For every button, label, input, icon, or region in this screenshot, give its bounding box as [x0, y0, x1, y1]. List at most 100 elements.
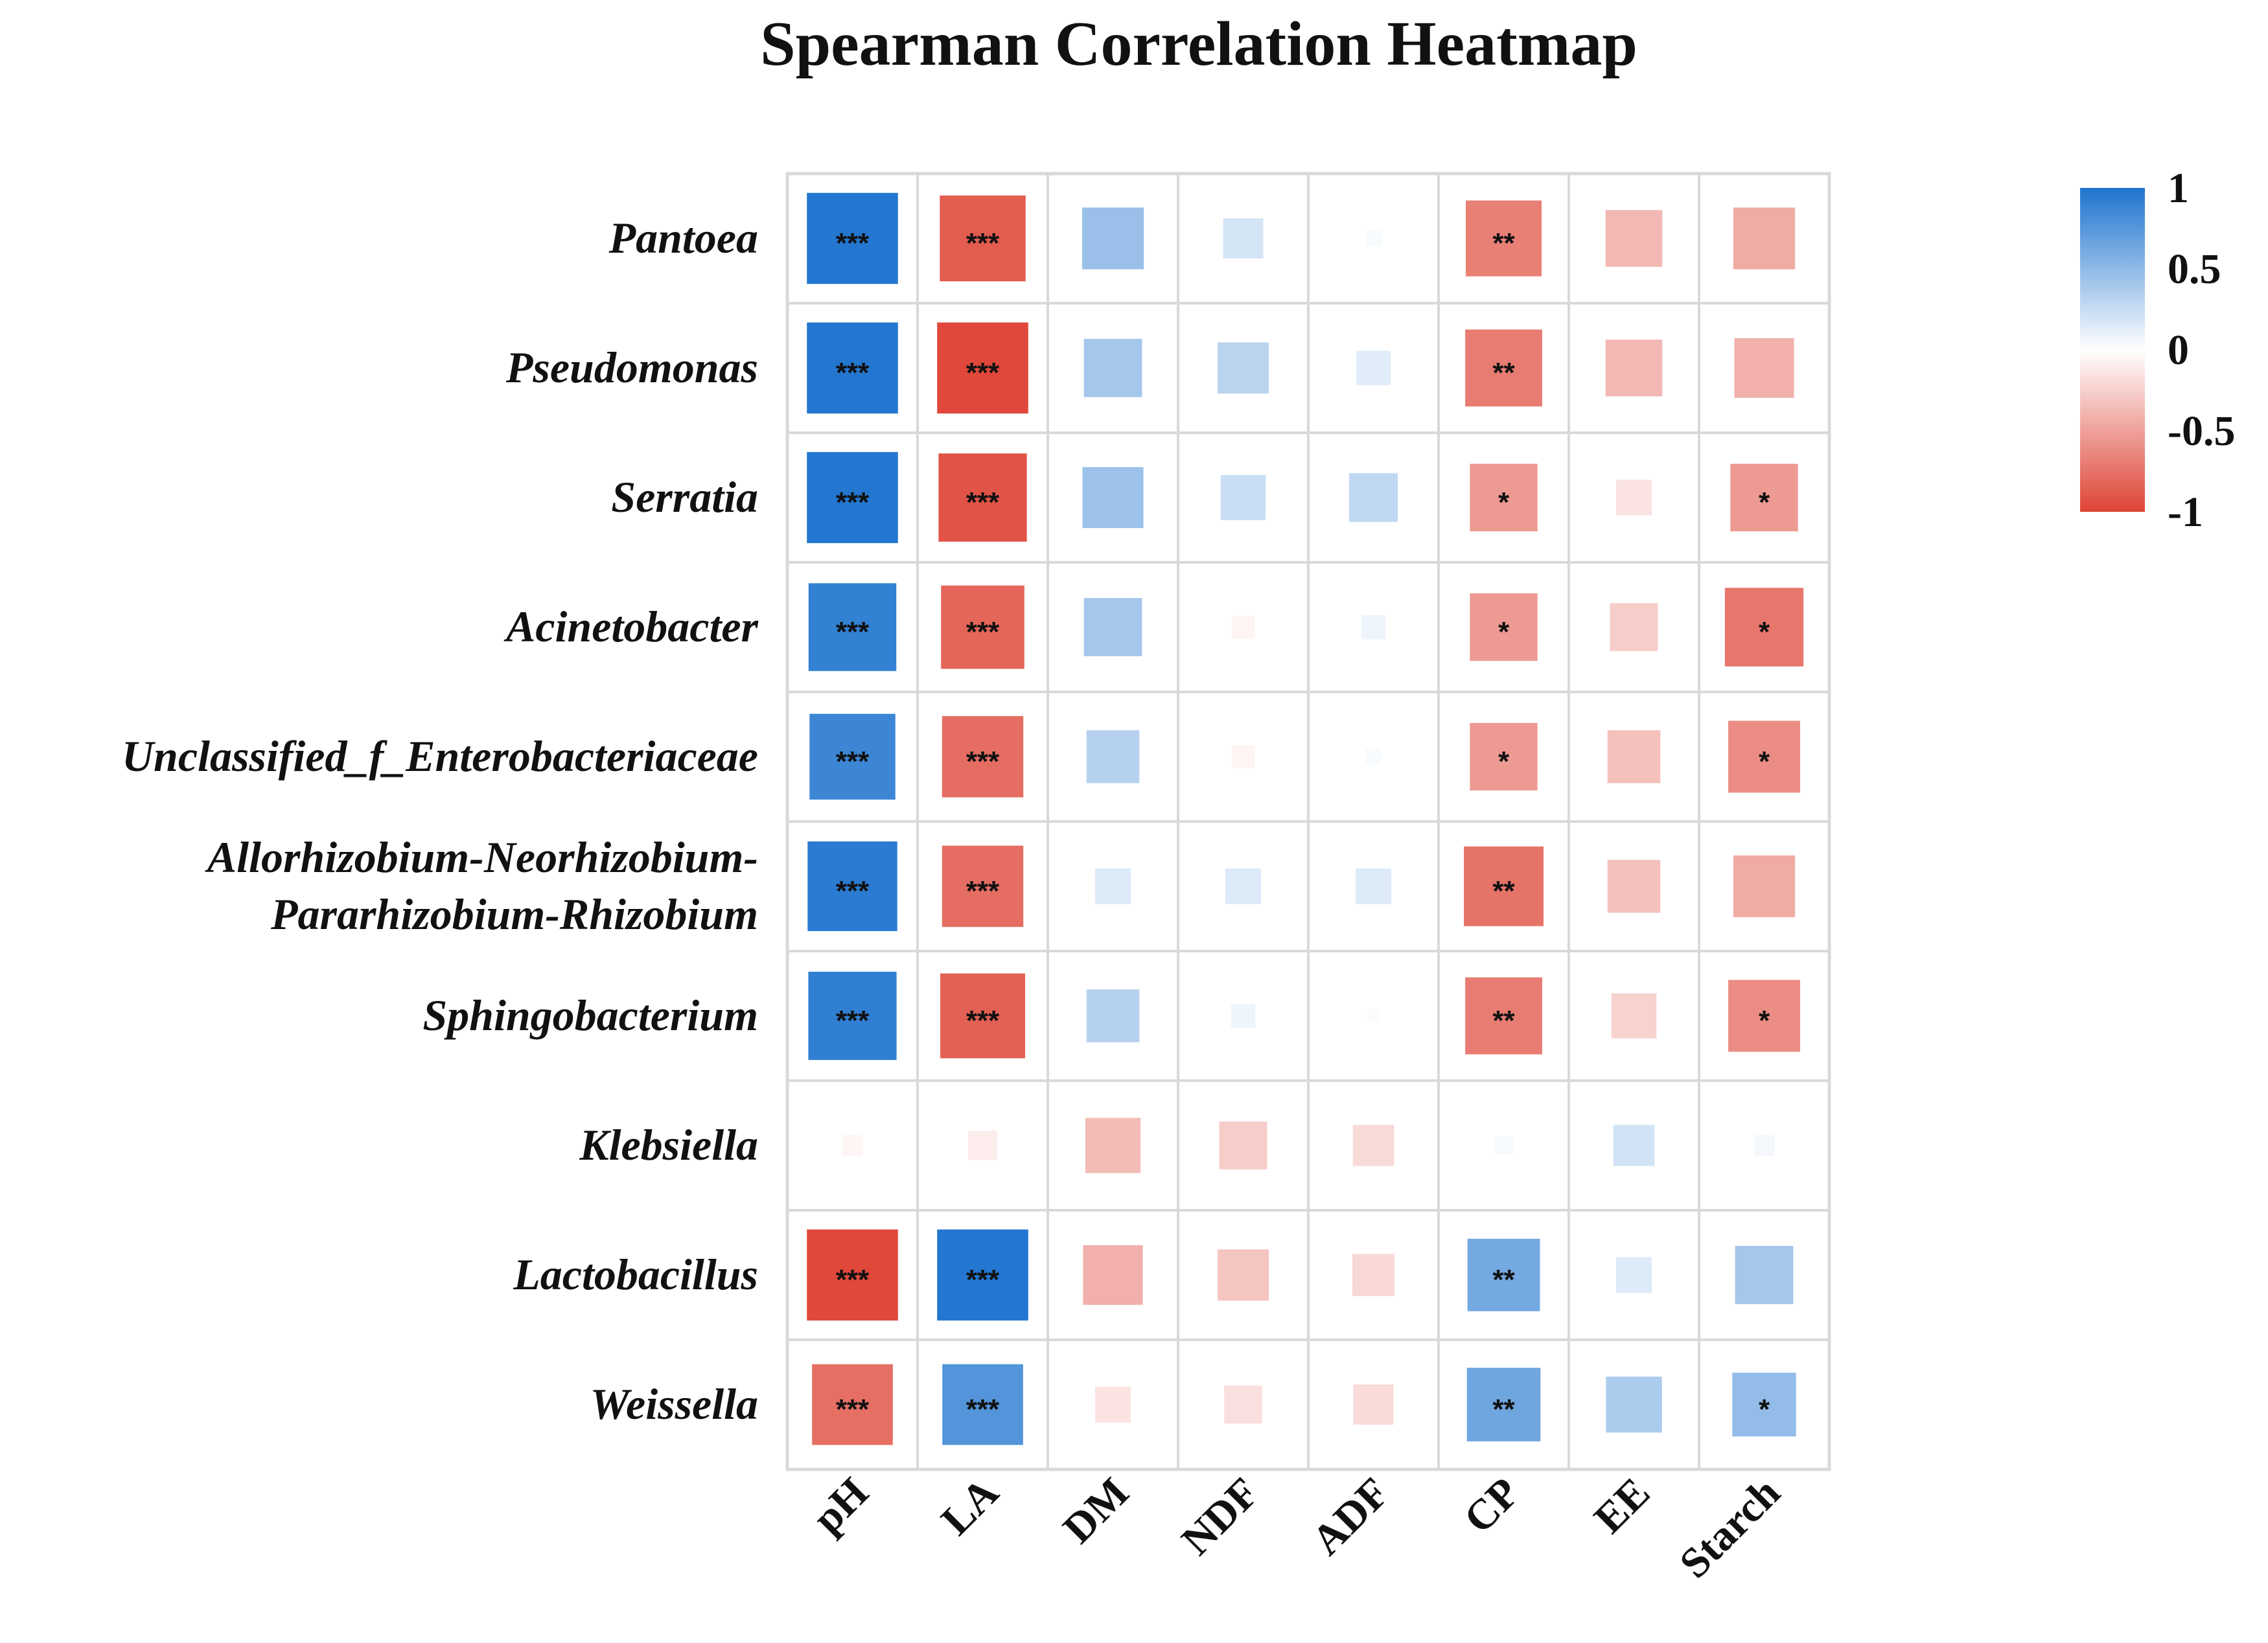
column-labels: pH LA DM NDF ADF CP EE Starch — [804, 1469, 1789, 1587]
heatmap-cell — [1470, 722, 1538, 791]
heatmap-cell — [1610, 603, 1658, 651]
heatmap-cell — [1753, 1135, 1775, 1156]
heatmap-cell — [940, 195, 1026, 282]
row-label-lactobacillus: Lactobacillus — [513, 1250, 758, 1299]
legend-tick-label: 1 — [2168, 165, 2189, 212]
heatmap-cell — [1465, 329, 1542, 407]
heatmap-cell — [1728, 980, 1800, 1052]
col-label-adf: ADF — [1303, 1469, 1399, 1565]
significance-mark: *** — [836, 875, 870, 907]
heatmap-cell — [809, 713, 896, 800]
color-legend: 1 0.5 0 -0.5 -1 — [2080, 165, 2235, 536]
heatmap-cell — [1465, 200, 1542, 277]
heatmap-cell — [807, 322, 898, 414]
col-label-ndf: NDF — [1173, 1469, 1269, 1565]
heatmap-cell — [1611, 993, 1657, 1039]
heatmap-cell — [1083, 339, 1142, 397]
significance-mark: *** — [966, 357, 1000, 389]
heatmap-cell — [1086, 730, 1140, 783]
significance-mark: ** — [1492, 1394, 1515, 1425]
significance-mark: *** — [966, 487, 1000, 518]
row-label-allorhizobium-neorhizobium-pararhizobium-rhizobium: Allorhizobium-Neorhizobium-Pararhizobium… — [205, 833, 758, 939]
heatmap-cell — [812, 1364, 893, 1445]
heatmap-cell — [1365, 748, 1382, 765]
row-label-unclassified-f-enterobacteriaceae: Unclassified_f_Enterobacteriaceae — [122, 731, 758, 781]
heatmap-cell — [941, 585, 1024, 669]
heatmap-cell — [1231, 1004, 1256, 1028]
row-label-pseudomonas: Pseudomonas — [505, 343, 758, 392]
heatmap-cell — [808, 583, 897, 671]
heatmap-cell — [1724, 588, 1804, 667]
col-label-starch: Starch — [1671, 1469, 1789, 1587]
col-label-dm: DM — [1054, 1469, 1138, 1552]
heatmap-cell — [1217, 342, 1269, 394]
significance-mark: ** — [1492, 875, 1515, 907]
row-label-pantoea: Pantoea — [608, 213, 758, 262]
heatmap-cell — [937, 322, 1028, 414]
significance-mark: ** — [1492, 227, 1515, 259]
heatmap-cell — [1219, 1121, 1267, 1169]
significance-mark: *** — [836, 616, 870, 648]
significance-mark: *** — [836, 1264, 870, 1296]
col-label-ee: EE — [1585, 1469, 1659, 1543]
heatmap-cell — [1086, 989, 1140, 1042]
heatmap-cell — [1095, 868, 1131, 904]
heatmap-cell — [1217, 1249, 1269, 1301]
heatmap-cell — [1466, 1368, 1541, 1442]
legend-tick-label: -0.5 — [2168, 408, 2235, 455]
heatmap-cell — [1220, 475, 1266, 520]
heatmap-cell — [1082, 207, 1144, 270]
heatmap-cell — [1085, 1118, 1141, 1173]
significance-mark: *** — [966, 746, 1000, 777]
heatmap-cell — [1733, 855, 1796, 917]
row-label-acinetobacter: Acinetobacter — [503, 602, 759, 651]
heatmap-cell — [1083, 598, 1142, 656]
heatmap-cell — [1606, 1376, 1662, 1433]
heatmap-cell — [1356, 868, 1391, 904]
row-label-klebsiella: Klebsiella — [579, 1120, 758, 1169]
heatmap-cell — [1730, 463, 1798, 532]
heatmap-cell — [1732, 1372, 1796, 1437]
chart-title: Spearman Correlation Heatmap — [760, 9, 1637, 79]
heatmap-cell — [1232, 615, 1255, 639]
heatmap-cell — [842, 1135, 863, 1156]
heatmap-cell — [1348, 473, 1398, 522]
heatmap-cell — [1082, 466, 1144, 529]
heatmap-cell — [938, 453, 1027, 542]
heatmap-cell — [1356, 350, 1391, 385]
heatmap-cell — [1083, 1245, 1143, 1305]
row-label-weissella: Weissella — [590, 1379, 758, 1429]
heatmap-cell — [1232, 745, 1255, 768]
significance-mark: *** — [836, 1394, 870, 1425]
legend-tick-label: 0.5 — [2168, 246, 2221, 293]
significance-mark: *** — [836, 357, 870, 389]
heatmap-cell — [1605, 339, 1663, 396]
col-label-cp: CP — [1455, 1469, 1529, 1543]
heatmap-cell — [942, 1364, 1023, 1445]
heatmap-cell — [1734, 338, 1794, 398]
heatmap-cell — [942, 845, 1024, 927]
row-label-serratia: Serratia — [611, 472, 758, 522]
heatmap-cell — [807, 452, 898, 544]
legend-color-bar — [2080, 188, 2145, 512]
heatmap-cell — [1353, 1384, 1394, 1425]
heatmap-cells: *** *** ***** *** ***** *** * **** *** * **** *** * *… — [807, 192, 1804, 1445]
significance-mark: * — [1498, 746, 1510, 777]
heatmap-cell — [808, 971, 897, 1061]
heatmap-cell — [1352, 1125, 1394, 1166]
heatmap-cell — [968, 1131, 997, 1160]
heatmap-cell — [1728, 720, 1800, 793]
heatmap-cell — [1465, 977, 1542, 1055]
heatmap-cell — [1607, 860, 1661, 913]
heatmap-cell — [1095, 1386, 1131, 1423]
significance-mark: *** — [836, 227, 870, 259]
heatmap-grid — [785, 172, 1831, 1471]
heatmap-cell — [1470, 463, 1538, 532]
row-labels: Pantoea Pseudomonas Serratia Acinetobacter U… — [122, 213, 759, 1429]
significance-mark: * — [1498, 616, 1510, 648]
significance-mark: *** — [966, 227, 1000, 259]
heatmap-cell — [940, 973, 1025, 1059]
legend-tick-label: 0 — [2168, 327, 2189, 374]
heatmap-cell — [1494, 1136, 1513, 1155]
heatmap-cell — [1223, 218, 1264, 259]
